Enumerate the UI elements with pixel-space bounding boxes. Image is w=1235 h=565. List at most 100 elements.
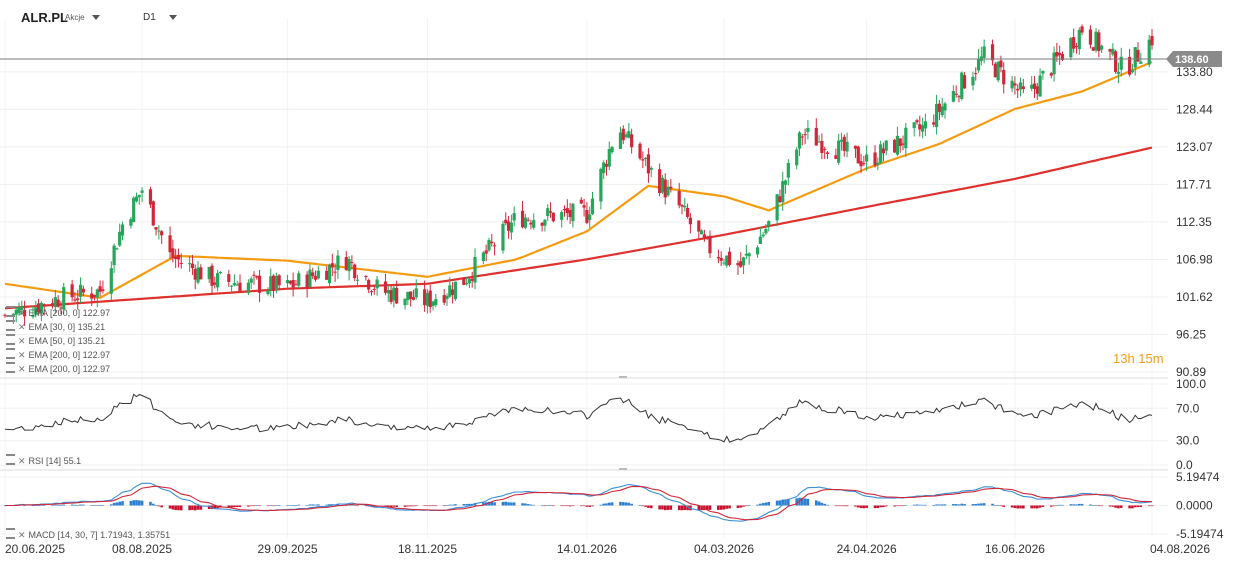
macd-histogram-bar (728, 505, 731, 509)
candle (1100, 44, 1104, 54)
candle (1133, 47, 1137, 76)
macd-histogram-bar (135, 500, 138, 506)
candle (702, 229, 706, 242)
candle (1018, 77, 1023, 97)
close-icon[interactable]: ✕ (18, 364, 26, 374)
macd-histogram-bar (356, 505, 359, 507)
close-icon[interactable]: ✕ (18, 350, 26, 360)
macd-histogram-bar (904, 505, 908, 506)
candle (624, 132, 628, 139)
candle (996, 60, 1000, 83)
timeframe-selector[interactable]: D1 (143, 12, 156, 23)
macd-histogram-bar (582, 505, 586, 507)
legend-item-ema-4[interactable]: ✕ EMA [200, 0] 122.97 (6, 348, 110, 361)
settings-icon[interactable] (6, 454, 15, 465)
candle (954, 85, 958, 98)
candle-body (285, 279, 290, 284)
rsi-tick-label: 0.0 (1176, 458, 1193, 472)
candle-body (1072, 37, 1076, 49)
candle (957, 94, 961, 103)
legend-item-ema-1[interactable]: ✕ EMA [200, 0] 122.97 (6, 306, 110, 319)
candle-body (428, 290, 432, 308)
settings-icon[interactable] (6, 348, 15, 359)
candle-body (618, 132, 623, 149)
candle-body (467, 279, 471, 284)
macd-histogram-bar (372, 505, 376, 508)
candle-body (157, 230, 161, 232)
close-icon[interactable]: ✕ (18, 322, 26, 332)
candle-body (22, 309, 27, 317)
legend-item-ema-3[interactable]: ✕ EMA [50, 0] 135.21 (6, 334, 105, 347)
candle-body (62, 287, 66, 310)
candle-body (786, 162, 790, 178)
candle-body (951, 90, 955, 102)
candle-body (853, 145, 858, 149)
candle (1088, 25, 1093, 49)
candle-body (160, 231, 164, 236)
pane-resize-handle-rsi[interactable] (619, 376, 627, 378)
candle-body (764, 229, 768, 234)
settings-icon[interactable] (6, 334, 15, 345)
candle-body (856, 146, 860, 164)
legend-item-rsi[interactable]: ✕ RSI [14] 55.1 (6, 454, 81, 467)
candle-body (644, 157, 648, 159)
macd-histogram-bar (952, 503, 955, 506)
candle-body (193, 269, 197, 280)
candle-body (210, 265, 214, 286)
settings-icon[interactable] (6, 528, 15, 539)
candle-body (481, 252, 485, 262)
candle (568, 202, 572, 224)
symbol-label[interactable]: ALR.PL (21, 10, 68, 25)
timeframe-dropdown-icon[interactable] (169, 15, 177, 20)
settings-icon[interactable] (6, 320, 15, 331)
candle (520, 201, 525, 229)
pane-resize-handle-macd[interactable] (619, 468, 627, 470)
candle (386, 285, 390, 302)
candle-body (1100, 45, 1104, 50)
macd-histogram-bar (98, 505, 102, 506)
candle (1032, 75, 1037, 98)
close-icon[interactable]: ✕ (18, 456, 26, 466)
candle-body (1119, 56, 1123, 70)
candle (216, 269, 220, 292)
macd-histogram-bar (1058, 504, 1061, 506)
candle-body (196, 267, 200, 283)
rsi-tick-label: 70.0 (1176, 401, 1200, 415)
macd-histogram-bar (677, 505, 681, 511)
symbol-dropdown-icon[interactable] (92, 15, 100, 20)
close-icon[interactable]: ✕ (18, 308, 26, 318)
candle-body (294, 284, 298, 286)
candle-body (1080, 26, 1084, 33)
macd-histogram-bar (896, 505, 899, 507)
macd-histogram-bar (1002, 505, 1006, 507)
candle-body (512, 213, 516, 221)
candle (904, 122, 908, 157)
macd-histogram-bar (862, 505, 866, 509)
legend-item-ema-2[interactable]: ✕ EMA [30, 0] 135.21 (6, 320, 105, 333)
macd-histogram-bar (294, 505, 298, 506)
candle-body (546, 208, 550, 216)
macd-histogram-bar (560, 505, 564, 507)
macd-histogram-bar (529, 504, 533, 506)
macd-histogram-bar (918, 504, 922, 506)
candle (934, 94, 939, 135)
macd-histogram-bar (521, 503, 524, 506)
macd-histogram-bar (912, 504, 916, 506)
candle (132, 196, 136, 223)
candle (1035, 82, 1039, 101)
macd-histogram-bar (856, 505, 860, 508)
candle (783, 179, 788, 194)
candle-body (842, 136, 846, 151)
candle-body (473, 256, 477, 283)
settings-icon[interactable] (6, 306, 15, 317)
close-icon[interactable]: ✕ (18, 530, 26, 540)
candle (666, 180, 670, 197)
candle-body (884, 140, 888, 151)
candle (246, 279, 250, 296)
legend-item-ema-5[interactable]: ✕ EMA [200, 0] 122.97 (6, 362, 110, 375)
legend-item-macd[interactable]: ✕ MACD [14, 30, 7] 1.71943, 1.35751 (6, 528, 170, 541)
settings-icon[interactable] (6, 362, 15, 373)
close-icon[interactable]: ✕ (18, 336, 26, 346)
candle (285, 274, 290, 289)
